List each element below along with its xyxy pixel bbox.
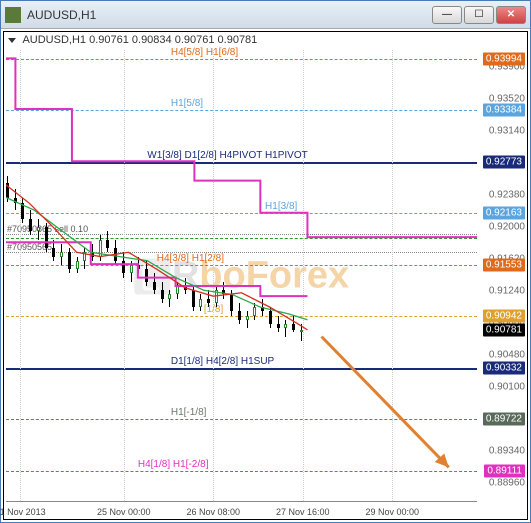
y-price-label: 0.90781 <box>483 323 525 336</box>
chart-inner: AUDUSD,H1 0.90761 0.90834 0.90761 0.9078… <box>3 31 528 520</box>
candle <box>99 50 102 501</box>
candle <box>106 50 109 501</box>
chart-window: AUDUSD,H1 — ☐ ✕ AUDUSD,H1 0.90761 0.9083… <box>0 0 531 523</box>
x-tick: 25 Nov 00:00 <box>97 507 151 517</box>
y-axis: 0.939000.935200.931400.923800.920000.916… <box>477 50 527 501</box>
info-row: AUDUSD,H1 0.90761 0.90834 0.90761 0.9078… <box>8 34 257 46</box>
candle <box>230 50 233 501</box>
y-tick: 0.91240 <box>489 286 525 297</box>
candle <box>145 50 148 501</box>
candle <box>161 50 164 501</box>
candle <box>215 50 218 501</box>
close-button[interactable]: ✕ <box>496 6 526 24</box>
y-price-label: 0.93384 <box>483 104 525 117</box>
candle <box>114 50 117 501</box>
candle <box>292 50 295 501</box>
candle <box>199 50 202 501</box>
candle <box>137 50 140 501</box>
candle <box>122 50 125 501</box>
candle <box>76 50 79 501</box>
window-title: AUDUSD,H1 <box>27 8 432 22</box>
level-label: H4[1/8] H1[-2/8] <box>138 459 209 470</box>
y-tick: 0.93520 <box>489 93 525 104</box>
candle <box>21 50 24 501</box>
x-tick: 29 Nov 00:00 <box>365 507 419 517</box>
candle <box>222 50 225 501</box>
x-axis: 21 Nov 201325 Nov 00:0026 Nov 08:0027 No… <box>6 501 477 519</box>
candle <box>207 50 210 501</box>
candle <box>130 50 133 501</box>
x-gridline <box>303 50 304 501</box>
level-label: H4[5/8] H1[6/8] <box>171 47 238 58</box>
ohlc-text: AUDUSD,H1 0.90761 0.90834 0.90761 0.9078… <box>22 34 257 46</box>
y-price-label: 0.92773 <box>483 155 525 168</box>
candle <box>246 50 249 501</box>
candle <box>277 50 280 501</box>
y-tick: 0.92380 <box>489 189 525 200</box>
candle <box>168 50 171 501</box>
window-controls: — ☐ ✕ <box>432 6 526 24</box>
candle <box>37 50 40 501</box>
candle <box>269 50 272 501</box>
candle <box>83 50 86 501</box>
candle <box>29 50 32 501</box>
candle <box>91 50 94 501</box>
y-price-label: 0.89722 <box>483 413 525 426</box>
chart-area[interactable]: AUDUSD,H1 0.90761 0.90834 0.90761 0.9078… <box>1 29 530 522</box>
candle <box>68 50 71 501</box>
candle <box>45 50 48 501</box>
candle <box>176 50 179 501</box>
candle <box>284 50 287 501</box>
y-tick: 0.93140 <box>489 125 525 136</box>
x-tick: 26 Nov 08:00 <box>186 507 240 517</box>
y-tick: 0.90100 <box>489 382 525 393</box>
y-price-label: 0.90942 <box>483 310 525 323</box>
x-gridline <box>392 50 393 501</box>
y-tick: 0.88960 <box>489 478 525 489</box>
candle <box>253 50 256 501</box>
y-price-label: 0.91553 <box>483 258 525 271</box>
candle <box>300 50 303 501</box>
candle <box>6 50 9 501</box>
y-price-label: 0.92163 <box>483 207 525 220</box>
app-icon <box>5 7 21 23</box>
y-tick: 0.90480 <box>489 350 525 361</box>
y-tick: 0.89340 <box>489 446 525 457</box>
x-tick: 27 Nov 16:00 <box>276 507 330 517</box>
dropdown-icon[interactable] <box>8 38 16 43</box>
y-price-label: 0.93994 <box>483 52 525 65</box>
candle <box>14 50 17 501</box>
y-tick: 0.92000 <box>489 222 525 233</box>
candle <box>184 50 187 501</box>
y-price-label: 0.90332 <box>483 361 525 374</box>
minimize-button[interactable]: — <box>432 6 462 24</box>
x-tick: 21 Nov 2013 <box>0 507 46 517</box>
candle <box>60 50 63 501</box>
y-price-label: 0.89111 <box>484 464 525 477</box>
plot-region[interactable]: RboForex H4[5/8] H1[6/8]H1[5/8]W1[3/8] D… <box>6 50 477 501</box>
candle <box>192 50 195 501</box>
titlebar[interactable]: AUDUSD,H1 — ☐ ✕ <box>1 1 530 29</box>
candle <box>52 50 55 501</box>
candle <box>261 50 264 501</box>
candle <box>238 50 241 501</box>
maximize-button[interactable]: ☐ <box>464 6 494 24</box>
candle <box>153 50 156 501</box>
